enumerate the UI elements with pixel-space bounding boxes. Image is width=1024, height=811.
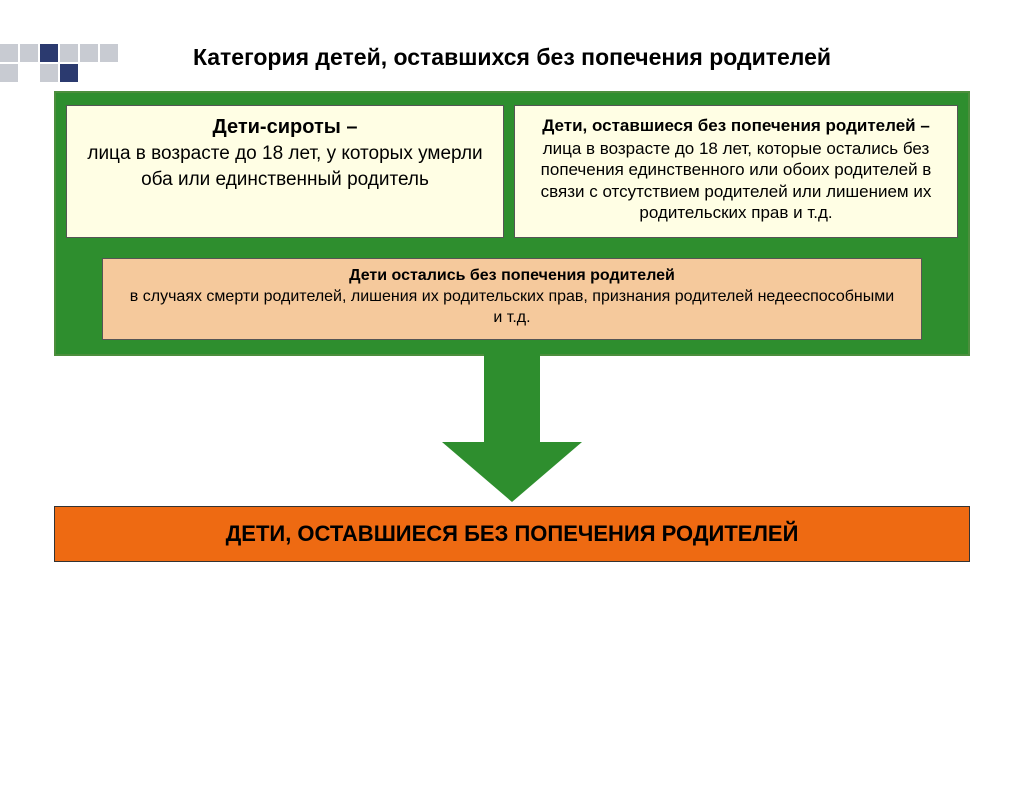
definition-orphans-heading: Дети-сироты – — [81, 116, 489, 139]
definitions-row: Дети-сироты – лица в возрасте до 18 лет,… — [66, 105, 958, 238]
definition-orphans-body: лица в возрасте до 18 лет, у которых уме… — [81, 141, 489, 192]
definition-orphans: Дети-сироты – лица в возрасте до 18 лет,… — [66, 105, 504, 238]
category-container: Дети-сироты – лица в возрасте до 18 лет,… — [54, 91, 970, 356]
corner-decoration — [0, 44, 118, 82]
page-title: Категория детей, оставшихся без попечени… — [0, 44, 1024, 71]
cases-box: Дети остались без попечения родителей в … — [102, 258, 922, 340]
cases-heading: Дети остались без попечения родителей — [127, 267, 897, 285]
definition-without-care-heading: Дети, оставшиеся без попечения родителей… — [529, 116, 943, 136]
definition-without-care-body: лица в возрасте до 18 лет, которые остал… — [529, 138, 943, 223]
result-banner: ДЕТИ, ОСТАВШИЕСЯ БЕЗ ПОПЕЧЕНИЯ РОДИТЕЛЕЙ — [54, 506, 970, 562]
result-text: ДЕТИ, ОСТАВШИЕСЯ БЕЗ ПОПЕЧЕНИЯ РОДИТЕЛЕЙ — [65, 521, 959, 547]
definition-without-care: Дети, оставшиеся без попечения родителей… — [514, 105, 958, 238]
arrow-stem — [484, 354, 540, 446]
arrow-head-icon — [442, 442, 582, 502]
cases-body: в случаях смерти родителей, лишения их р… — [127, 287, 897, 329]
arrow-down — [54, 354, 970, 504]
